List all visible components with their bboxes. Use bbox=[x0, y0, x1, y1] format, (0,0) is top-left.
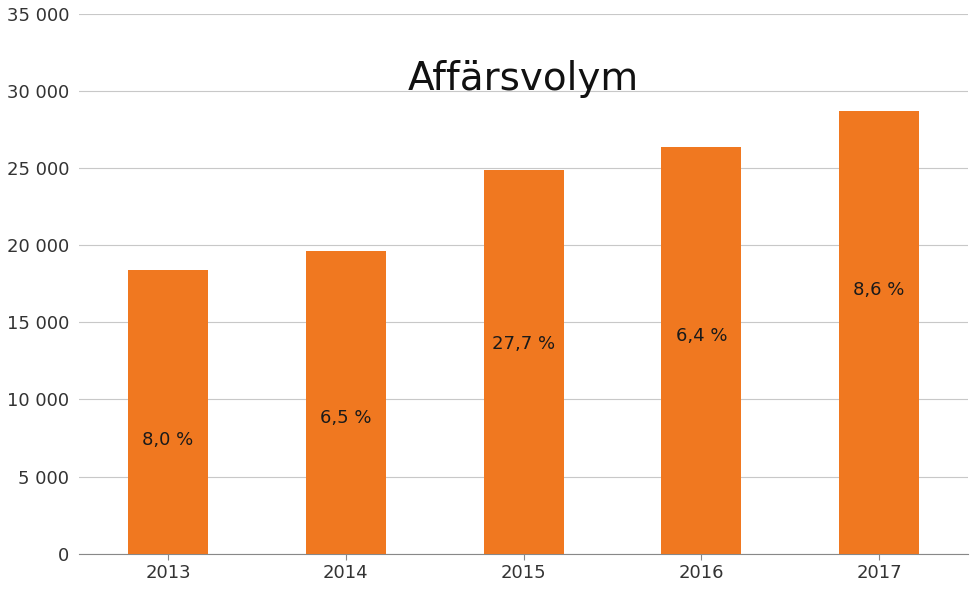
Bar bbox=[661, 147, 741, 554]
Text: 6,4 %: 6,4 % bbox=[676, 327, 727, 346]
Text: 8,0 %: 8,0 % bbox=[142, 431, 194, 449]
Text: 27,7 %: 27,7 % bbox=[492, 335, 555, 353]
Bar bbox=[306, 252, 386, 554]
Bar bbox=[839, 111, 919, 554]
Bar bbox=[128, 270, 208, 554]
Text: Affärsvolym: Affärsvolym bbox=[409, 59, 640, 98]
Bar bbox=[484, 170, 564, 554]
Text: 8,6 %: 8,6 % bbox=[853, 281, 905, 299]
Text: 6,5 %: 6,5 % bbox=[320, 409, 371, 427]
